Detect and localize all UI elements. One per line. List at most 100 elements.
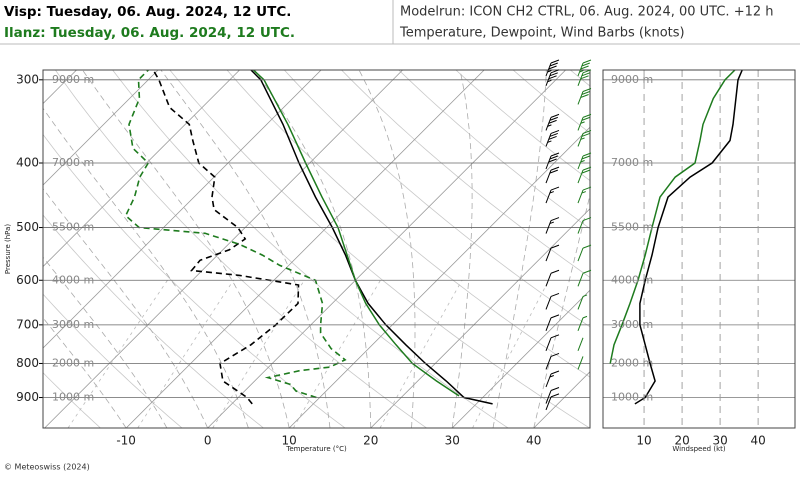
isotherm xyxy=(44,70,403,428)
x-tick-label: -10 xyxy=(116,434,136,448)
wind-barb xyxy=(545,393,560,411)
plot-area xyxy=(603,70,795,428)
height-label: 2000 m xyxy=(611,356,653,369)
height-label: 7000 m xyxy=(611,156,653,169)
isotherm xyxy=(43,70,322,349)
y-axis-label: Pressure (hPa) xyxy=(4,224,12,274)
y-tick-label: 700 xyxy=(16,317,39,331)
wind-barb xyxy=(545,352,560,370)
mixing-ratio-line xyxy=(212,280,305,428)
height-label: 3000 m xyxy=(52,318,94,331)
height-label: 5500 m xyxy=(52,221,94,234)
wind-barb xyxy=(577,337,584,351)
wind-barb xyxy=(577,59,592,77)
subtitle: Temperature, Dewpoint, Wind Barbs (knots… xyxy=(399,26,685,41)
x-tick-label: 10 xyxy=(636,434,651,448)
height-label: 4000 m xyxy=(52,273,94,286)
station-title: Ilanz: Tuesday, 06. Aug. 2024, 12 UTC. xyxy=(4,25,295,41)
dry-adiabat xyxy=(43,372,101,428)
mixing-ratio-line xyxy=(137,280,234,428)
skew-t-panel: -10 0 10 20 30 40 300 9000 m 400 7000 m 500 5500 m 6… xyxy=(4,59,592,453)
wind-barb xyxy=(545,334,560,351)
x-tick-label: 0 xyxy=(204,434,212,448)
moist-adiabat xyxy=(533,192,590,428)
footer: © Meteoswiss (2024) xyxy=(4,463,90,472)
y-tick-label: 500 xyxy=(16,220,39,234)
x-tick-label: 40 xyxy=(526,434,541,448)
isotherm xyxy=(125,70,485,428)
wind-barb xyxy=(577,186,592,204)
mixing-ratio-line xyxy=(293,280,381,428)
y-tick-label: 600 xyxy=(16,273,39,287)
moist-adiabat xyxy=(43,317,127,428)
panel-frame xyxy=(42,69,591,429)
height-label: 4000 m xyxy=(611,273,653,286)
x-axis-label: Temperature (°C) xyxy=(285,445,347,453)
wind-barb xyxy=(545,217,560,234)
wind-barb xyxy=(577,88,592,105)
wind-barb xyxy=(577,129,592,147)
y-tick-label: 300 xyxy=(16,72,39,86)
moist-adiabat xyxy=(43,187,209,428)
wind-barb xyxy=(577,217,592,234)
dry-adiabat xyxy=(43,214,264,428)
wind-barb xyxy=(577,152,592,170)
x-axis-label: Windspeed (kt) xyxy=(672,445,725,453)
isotherm xyxy=(43,70,240,268)
wind-barb xyxy=(577,356,584,370)
wind-barb xyxy=(545,292,560,310)
wind-barb xyxy=(545,152,560,170)
wind-barb xyxy=(577,69,592,86)
moist-adiabat xyxy=(160,70,331,428)
dewpoint-line xyxy=(152,70,300,405)
height-label: 3000 m xyxy=(611,318,653,331)
windspeed-line xyxy=(634,70,743,405)
wind-barb xyxy=(545,166,560,184)
x-tick-label: 20 xyxy=(674,434,689,448)
wind-barb xyxy=(545,387,560,404)
wind-barb xyxy=(577,269,592,287)
dry-adiabat xyxy=(43,293,183,428)
wind-barb xyxy=(545,129,560,147)
moist-adiabat xyxy=(492,70,547,428)
height-label: 9000 m xyxy=(611,73,653,86)
y-tick-label: 900 xyxy=(16,390,39,404)
y-tick-label: 800 xyxy=(16,356,39,370)
isotherm xyxy=(288,126,590,428)
dewpoint-line xyxy=(124,70,347,399)
wind-barb xyxy=(545,59,560,77)
wind-barb xyxy=(545,269,560,287)
wind-barb xyxy=(545,370,560,388)
height-label: 5500 m xyxy=(611,221,653,234)
height-label: 7000 m xyxy=(52,156,94,169)
wind-barb xyxy=(577,244,592,262)
height-label: 1000 m xyxy=(52,391,94,404)
height-label: 9000 m xyxy=(52,73,94,86)
x-tick-label: 30 xyxy=(712,434,727,448)
height-label: 1000 m xyxy=(611,391,653,404)
wind-barb xyxy=(577,315,588,332)
wind-barb xyxy=(545,69,560,86)
x-tick-label: 30 xyxy=(445,434,460,448)
isotherm xyxy=(207,70,566,428)
height-label: 2000 m xyxy=(52,356,94,369)
wind-barb xyxy=(545,314,560,332)
y-tick-label: 400 xyxy=(16,156,39,170)
wind-barb xyxy=(545,113,560,131)
temperature-line xyxy=(252,70,460,397)
wind-barb xyxy=(577,113,592,131)
wind-barb xyxy=(577,294,588,310)
x-tick-label: 20 xyxy=(363,434,378,448)
isotherm xyxy=(451,289,590,428)
isotherm xyxy=(43,70,159,186)
wind-barb xyxy=(545,244,560,262)
panel-frame xyxy=(602,69,796,429)
x-tick-label: 40 xyxy=(750,434,765,448)
wind-barb xyxy=(577,166,592,184)
wind-panel: 9000 m 7000 m 5500 m 4000 m 3000 m 2000 m 1000… xyxy=(602,69,796,453)
model-run: Modelrun: ICON CH2 CTRL, 06. Aug. 2024, … xyxy=(400,5,774,20)
wind-barb xyxy=(545,186,560,204)
station-title: Visp: Tuesday, 06. Aug. 2024, 12 UTC. xyxy=(4,4,291,20)
